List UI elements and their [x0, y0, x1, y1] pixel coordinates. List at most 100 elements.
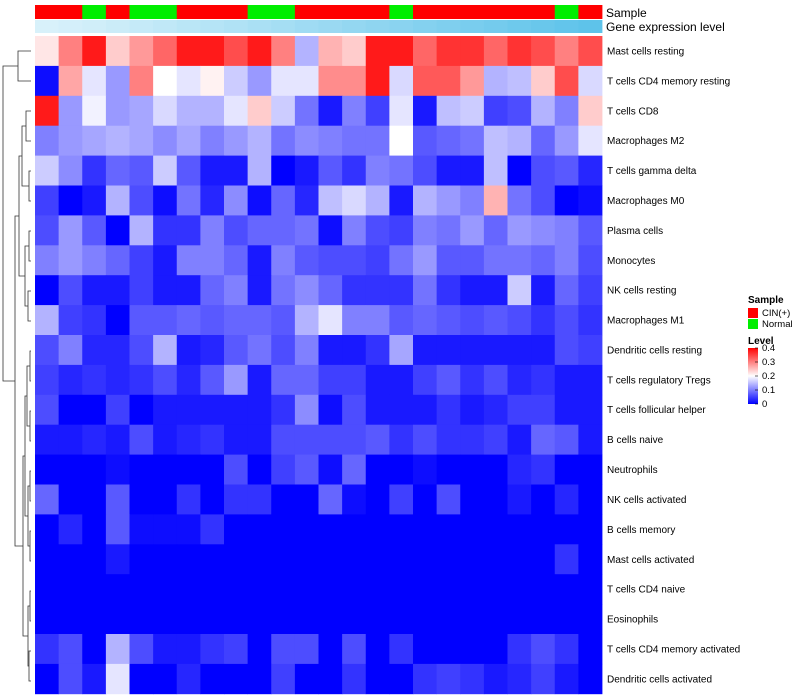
heatmap-cell-neutrophils: [294, 454, 319, 485]
heatmap-cell-macrophages-m0: [318, 185, 343, 216]
heatmap-cell-macrophages-m2: [460, 125, 485, 156]
heatmap-cell-dendritic-cells-resting: [436, 335, 461, 366]
row-label-macrophages-m1: Macrophages M1: [607, 316, 685, 327]
heatmap-cell-t-cells-gamma-delta: [176, 155, 201, 186]
row-label-t-cells-cd4-memory-resting: T cells CD4 memory resting: [607, 76, 730, 87]
heatmap-cell-eosinophils: [271, 604, 296, 635]
heatmap-cell-macrophages-m2: [247, 125, 272, 156]
heatmap-cell-t-cells-cd4-naive: [129, 574, 154, 605]
heatmap-cell-b-cells-naive: [436, 424, 461, 455]
heatmap-cell-t-cells-cd8: [247, 95, 272, 127]
heatmap-cell-t-cells-cd4-memory-resting: [460, 65, 485, 97]
legend-level-title: Level: [748, 336, 774, 347]
heatmap-cell-monocytes: [271, 245, 296, 276]
heatmap-cell-neutrophils: [460, 454, 485, 485]
heatmap-cell-macrophages-m1: [318, 305, 343, 336]
heatmap-cell-neutrophils: [531, 454, 556, 485]
heatmap-cell-macrophages-m2: [294, 125, 319, 156]
heatmap-cell-t-cells-regulatory-tregs: [507, 364, 532, 396]
heatmap-cell-nk-cells-activated: [507, 484, 532, 515]
heatmap-cell-mast-cells-resting: [82, 36, 107, 67]
heatmap-cell-mast-cells-activated: [436, 544, 461, 575]
heatmap-cell-t-cells-cd4-naive: [342, 574, 367, 605]
row-label-monocytes: Monocytes: [607, 256, 655, 267]
heatmap-cell-mast-cells-activated: [507, 544, 532, 575]
heatmap-cell-t-cells-gamma-delta: [483, 155, 508, 186]
heatmap-cell-t-cells-regulatory-tregs: [389, 364, 414, 396]
heatmap-cell-monocytes: [58, 245, 83, 276]
heatmap-cell-macrophages-m1: [35, 305, 60, 336]
heatmap-cell-monocytes: [153, 245, 178, 276]
heatmap-cell-eosinophils: [294, 604, 319, 635]
heatmap-cell-t-cells-regulatory-tregs: [129, 364, 154, 396]
heatmap-cell-dendritic-cells-activated: [224, 663, 249, 695]
heatmap-cell-t-cells-cd4-naive: [554, 574, 579, 605]
heatmap-cell-dendritic-cells-activated: [413, 663, 438, 695]
heatmap-cell-plasma-cells: [153, 215, 178, 246]
heatmap-cell-t-cells-cd8: [294, 95, 319, 127]
heatmap-cell-macrophages-m0: [271, 185, 296, 216]
heatmap-cell-t-cells-follicular-helper: [483, 394, 508, 426]
heatmap-cell-mast-cells-resting: [153, 36, 178, 67]
heatmap-cell-plasma-cells: [176, 215, 201, 246]
heatmap-cell-eosinophils: [129, 604, 154, 635]
heatmap-cells: [35, 36, 603, 695]
heatmap-cell-t-cells-regulatory-tregs: [176, 364, 201, 396]
heatmap-cell-t-cells-gamma-delta: [460, 155, 485, 186]
gene-expression-annotation-cell: [247, 20, 272, 33]
heatmap-cell-nk-cells-resting: [176, 275, 201, 306]
heatmap-cell-t-cells-cd8: [200, 95, 225, 127]
heatmap-cell-nk-cells-activated: [35, 484, 60, 515]
legend-sample-title: Sample: [748, 295, 784, 306]
heatmap-cell-t-cells-regulatory-tregs: [436, 364, 461, 396]
row-label-b-cells-naive: B cells naive: [607, 435, 664, 446]
heatmap-cell-t-cells-cd4-memory-resting: [389, 65, 414, 97]
heatmap-cell-monocytes: [413, 245, 438, 276]
heatmap-cell-b-cells-memory: [294, 514, 319, 545]
heatmap-cell-neutrophils: [507, 454, 532, 485]
heatmap-cell-dendritic-cells-activated: [129, 663, 154, 695]
heatmap-cell-t-cells-follicular-helper: [413, 394, 438, 426]
row-label-macrophages-m0: Macrophages M0: [607, 196, 685, 207]
heatmap-cell-t-cells-regulatory-tregs: [247, 364, 272, 396]
heatmap-cell-t-cells-regulatory-tregs: [342, 364, 367, 396]
heatmap-cell-mast-cells-activated: [82, 544, 107, 575]
heatmap-cell-neutrophils: [176, 454, 201, 485]
heatmap-cell-b-cells-memory: [58, 514, 83, 545]
heatmap-cell-eosinophils: [578, 604, 603, 635]
heatmap-cell-dendritic-cells-activated: [318, 663, 343, 695]
heatmap-cell-t-cells-cd4-naive: [58, 574, 83, 605]
heatmap-cell-macrophages-m2: [318, 125, 343, 156]
heatmap-cell-macrophages-m1: [294, 305, 319, 336]
heatmap-cell-nk-cells-activated: [247, 484, 272, 515]
heatmap-cell-t-cells-cd8: [153, 95, 178, 127]
heatmap-cell-macrophages-m1: [554, 305, 579, 336]
heatmap-cell-plasma-cells: [200, 215, 225, 246]
heatmap-cell-nk-cells-resting: [82, 275, 107, 306]
heatmap-cell-t-cells-cd8: [105, 95, 130, 127]
heatmap-cell-dendritic-cells-resting: [389, 335, 414, 366]
heatmap-cell-t-cells-regulatory-tregs: [578, 364, 603, 396]
heatmap-cell-t-cells-cd8: [129, 95, 154, 127]
heatmap-cell-t-cells-cd4-memory-activated: [342, 634, 367, 665]
heatmap-cell-t-cells-follicular-helper: [460, 394, 485, 426]
heatmap-cell-t-cells-cd4-memory-resting: [247, 65, 272, 97]
gene-expression-annotation-cell: [105, 20, 130, 33]
heatmap-cell-t-cells-cd4-memory-resting: [318, 65, 343, 97]
heatmap-cell-mast-cells-resting: [436, 36, 461, 67]
heatmap-cell-eosinophils: [318, 604, 343, 635]
heatmap-cell-t-cells-regulatory-tregs: [153, 364, 178, 396]
heatmap-cell-monocytes: [294, 245, 319, 276]
heatmap-cell-t-cells-cd8: [224, 95, 249, 127]
heatmap-cell-macrophages-m0: [129, 185, 154, 216]
legend-swatch-cin: [748, 308, 758, 318]
gene-expression-annotation-bar: [35, 20, 603, 33]
heatmap-cell-monocytes: [35, 245, 60, 276]
heatmap-cell-macrophages-m1: [153, 305, 178, 336]
heatmap-cell-monocytes: [483, 245, 508, 276]
heatmap-cell-dendritic-cells-activated: [58, 663, 83, 695]
heatmap-cell-t-cells-cd4-memory-resting: [129, 65, 154, 97]
heatmap-cell-t-cells-cd4-naive: [531, 574, 556, 605]
heatmap-cell-nk-cells-resting: [389, 275, 414, 306]
heatmap-cell-macrophages-m0: [35, 185, 60, 216]
